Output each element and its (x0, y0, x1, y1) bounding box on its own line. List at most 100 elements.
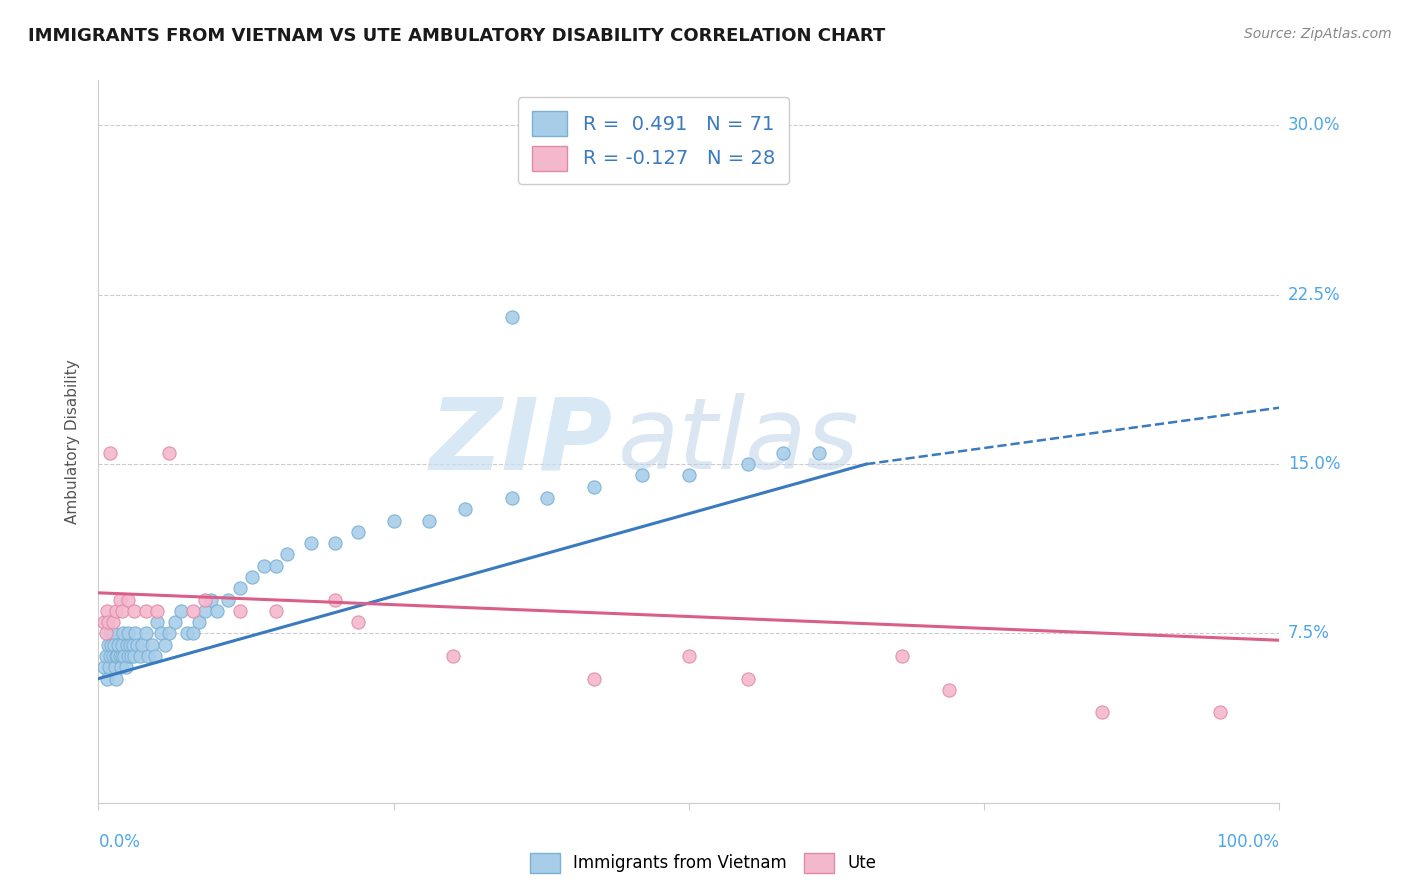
Text: ZIP: ZIP (429, 393, 612, 490)
Point (135, 626, 157, 640)
Point (108, 648, 131, 663)
Point (124, 626, 146, 640)
Point (418, 514, 440, 528)
Point (181, 604, 204, 618)
Point (205, 604, 228, 618)
Point (157, 446, 180, 460)
Point (107, 638, 129, 652)
Point (98, 648, 121, 663)
Point (135, 604, 157, 618)
Point (323, 592, 346, 607)
Point (176, 626, 198, 640)
Point (441, 648, 464, 663)
Point (117, 648, 139, 663)
Text: 30.0%: 30.0% (1288, 117, 1340, 135)
Point (253, 558, 276, 573)
Point (98, 446, 121, 460)
Point (141, 638, 163, 652)
Y-axis label: Ambulatory Disability: Ambulatory Disability (65, 359, 80, 524)
Point (890, 648, 912, 663)
Point (122, 648, 145, 663)
Point (1209, 706, 1232, 720)
Point (101, 626, 124, 640)
Point (153, 638, 176, 652)
Point (501, 491, 523, 505)
Text: 15.0%: 15.0% (1288, 455, 1340, 473)
Point (678, 648, 700, 663)
Point (121, 638, 143, 652)
Point (146, 604, 169, 618)
Point (101, 615, 124, 630)
Point (772, 446, 794, 460)
Point (100, 638, 122, 652)
Point (146, 615, 169, 630)
Text: 0.0%: 0.0% (98, 833, 141, 851)
Point (276, 548, 298, 562)
Point (382, 514, 405, 528)
Point (157, 626, 180, 640)
Point (264, 558, 287, 573)
Point (120, 638, 142, 652)
Point (143, 648, 166, 663)
Text: Source: ZipAtlas.com: Source: ZipAtlas.com (1244, 27, 1392, 41)
Point (1091, 706, 1114, 720)
Point (97, 638, 120, 652)
Point (101, 648, 124, 663)
Point (115, 638, 138, 652)
Text: atlas: atlas (619, 393, 859, 490)
Legend: R =  0.491   N = 71, R = -0.127   N = 28: R = 0.491 N = 71, R = -0.127 N = 28 (519, 97, 789, 184)
Point (807, 446, 830, 460)
Point (105, 672, 128, 686)
Point (630, 468, 652, 483)
Point (112, 626, 135, 640)
Point (111, 604, 134, 618)
Text: 100.0%: 100.0% (1216, 833, 1279, 851)
Point (93, 615, 115, 630)
Point (104, 660, 127, 674)
Point (181, 626, 204, 640)
Point (583, 672, 606, 686)
Point (165, 615, 187, 630)
Point (111, 638, 134, 652)
Point (194, 604, 217, 618)
Point (501, 310, 523, 325)
Point (110, 660, 132, 674)
Point (103, 638, 125, 652)
Point (117, 592, 139, 607)
Point (96, 672, 118, 686)
Point (536, 491, 558, 505)
Point (187, 615, 209, 630)
Point (112, 648, 135, 663)
Point (96, 604, 118, 618)
Point (93, 660, 115, 674)
Point (323, 536, 346, 550)
Point (111, 648, 134, 663)
Point (170, 604, 193, 618)
Point (194, 592, 217, 607)
Point (105, 648, 128, 663)
Legend: Immigrants from Vietnam, Ute: Immigrants from Vietnam, Ute (523, 847, 883, 880)
Point (150, 626, 173, 640)
Point (938, 682, 960, 697)
Point (105, 648, 128, 663)
Text: IMMIGRANTS FROM VIETNAM VS UTE AMBULATORY DISABILITY CORRELATION CHART: IMMIGRANTS FROM VIETNAM VS UTE AMBULATOR… (28, 27, 886, 45)
Point (347, 524, 370, 539)
Point (229, 604, 252, 618)
Point (128, 648, 150, 663)
Point (122, 604, 145, 618)
Point (127, 638, 149, 652)
Point (229, 582, 252, 596)
Point (737, 457, 759, 471)
Point (264, 604, 287, 618)
Point (98, 626, 121, 640)
Point (299, 536, 322, 550)
Text: 7.5%: 7.5% (1288, 624, 1330, 642)
Text: 22.5%: 22.5% (1288, 285, 1340, 304)
Point (136, 648, 159, 663)
Point (737, 672, 759, 686)
Point (105, 604, 128, 618)
Point (97, 615, 120, 630)
Point (347, 615, 370, 630)
Point (108, 592, 131, 607)
Point (98, 660, 121, 674)
